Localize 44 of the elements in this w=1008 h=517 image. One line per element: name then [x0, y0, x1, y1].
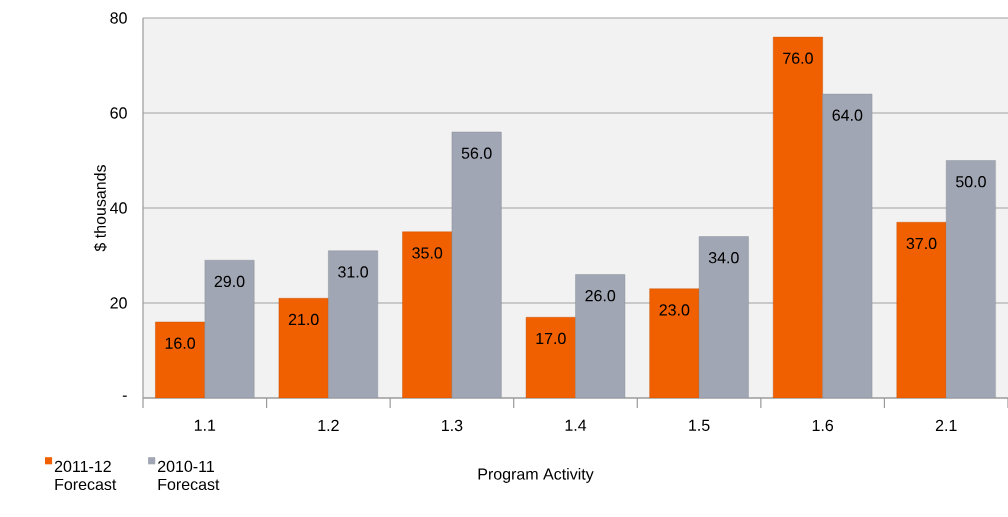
y-tick-label: 40: [110, 202, 127, 214]
bar: [649, 288, 700, 398]
bar: [155, 321, 205, 398]
bar: [822, 93, 873, 398]
data-label: 76.0: [783, 52, 813, 64]
data-label: 21.0: [288, 313, 319, 326]
bar: [204, 260, 255, 398]
data-label: 37.0: [906, 237, 937, 250]
x-tick-label: 1.4: [565, 419, 587, 431]
bar: [896, 222, 947, 398]
data-label: 56.0: [461, 147, 492, 159]
x-tick-label: 1.1: [194, 419, 216, 431]
data-label: 50.0: [956, 176, 986, 188]
data-label: 26.0: [585, 290, 616, 302]
bar: [946, 160, 996, 398]
legend-label: 2010-11 Forecast: [158, 460, 220, 491]
data-label: 29.0: [214, 275, 245, 288]
y-tick-label: 60: [110, 107, 127, 119]
bar: [525, 317, 576, 398]
x-tick-label: 1.6: [812, 419, 834, 432]
bar: [402, 231, 453, 398]
y-tick-label: 80: [110, 12, 127, 24]
data-label: 16.0: [165, 337, 196, 349]
y-tick-label: -: [122, 395, 127, 397]
y-axis-title: $ thousands: [93, 165, 107, 252]
x-tick-label: 1.3: [442, 419, 463, 432]
legend-label: 2011-12 Forecast: [54, 460, 117, 491]
x-axis-title: Program Activity: [478, 468, 594, 483]
data-label: 23.0: [659, 304, 690, 316]
bar: [278, 298, 329, 398]
bar: [328, 250, 378, 398]
x-tick-label: 2.1: [935, 419, 957, 431]
data-label: 17.0: [536, 332, 566, 345]
x-tick-label: 1.2: [318, 419, 339, 431]
bar: [698, 236, 749, 398]
y-tick-label: 20: [110, 297, 127, 309]
bar: [451, 131, 502, 398]
x-tick-label: 1.5: [689, 419, 710, 431]
bar: [575, 274, 626, 398]
bar: [773, 36, 823, 398]
data-label: 64.0: [832, 109, 863, 121]
data-label: 34.0: [708, 252, 739, 264]
data-label: 35.0: [412, 247, 443, 259]
data-label: 31.0: [338, 266, 369, 278]
